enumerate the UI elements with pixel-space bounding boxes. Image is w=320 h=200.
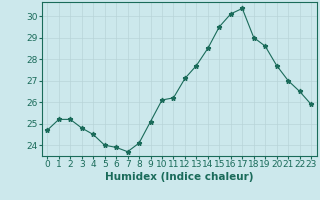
X-axis label: Humidex (Indice chaleur): Humidex (Indice chaleur) — [105, 172, 253, 182]
